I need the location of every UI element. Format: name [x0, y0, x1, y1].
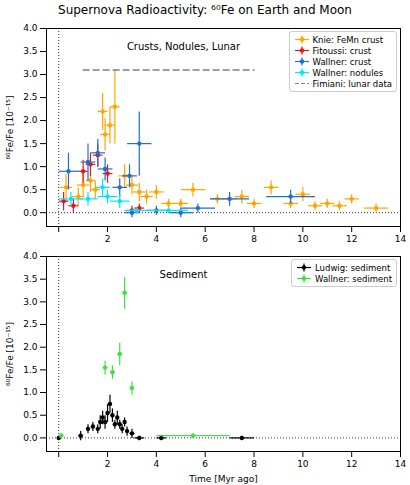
- svg-text:0.5: 0.5: [23, 410, 37, 420]
- svg-text:10: 10: [297, 459, 309, 469]
- svg-text:4: 4: [153, 459, 159, 469]
- svg-text:14: 14: [395, 234, 407, 244]
- svg-text:8: 8: [251, 459, 257, 469]
- svg-text:0.0: 0.0: [23, 433, 38, 443]
- svg-text:Sediment: Sediment: [160, 269, 208, 280]
- svg-text:2: 2: [105, 459, 111, 469]
- svg-text:4.0: 4.0: [23, 23, 38, 33]
- svg-text:6: 6: [202, 234, 208, 244]
- svg-text:0.5: 0.5: [23, 185, 37, 195]
- svg-text:1.5: 1.5: [23, 138, 37, 148]
- svg-text:⁶⁰Fe/Fe [10⁻¹⁵]: ⁶⁰Fe/Fe [10⁻¹⁵]: [5, 96, 15, 160]
- svg-text:12: 12: [346, 234, 357, 244]
- svg-text:6: 6: [202, 459, 208, 469]
- svg-text:3.5: 3.5: [23, 46, 37, 56]
- svg-text:8: 8: [251, 234, 257, 244]
- svg-text:3.0: 3.0: [23, 69, 38, 79]
- svg-text:Time [Myr ago]: Time [Myr ago]: [188, 474, 257, 484]
- svg-text:1.0: 1.0: [23, 162, 38, 172]
- svg-text:⁶⁰Fe/Fe [10⁻¹⁵]: ⁶⁰Fe/Fe [10⁻¹⁵]: [5, 322, 15, 386]
- svg-text:0.0: 0.0: [23, 208, 38, 218]
- svg-text:2.0: 2.0: [23, 342, 38, 352]
- html-text:Ludwig: sediment: Ludwig: sediment: [315, 262, 391, 273]
- svg-text:Crusts, Nodules, Lunar: Crusts, Nodules, Lunar: [127, 41, 241, 52]
- svg-text:2.0: 2.0: [23, 115, 38, 125]
- html-text:Wallner: crust: Wallner: crust: [312, 56, 372, 67]
- svg-text:2.5: 2.5: [23, 319, 37, 329]
- svg-text:12: 12: [346, 459, 357, 469]
- svg-text:2.5: 2.5: [23, 92, 37, 102]
- svg-text:2: 2: [105, 234, 111, 244]
- svg-text:4: 4: [153, 234, 159, 244]
- html-text:Wallner: sediment: Wallner: sediment: [315, 273, 392, 284]
- svg-text:14: 14: [395, 459, 407, 469]
- svg-text:4.0: 4.0: [23, 251, 38, 261]
- html-text:Knie: FeMn crust: Knie: FeMn crust: [312, 34, 383, 45]
- svg-text:1.0: 1.0: [23, 387, 38, 397]
- svg-text:1.5: 1.5: [23, 365, 37, 375]
- html-text:Fimiani: lunar data: Fimiani: lunar data: [312, 78, 392, 89]
- html-text:Wallner: nodules: Wallner: nodules: [312, 67, 384, 78]
- html-text:Supernova Radioactivity: ⁶⁰Fe: Supernova Radioactivity: ⁶⁰Fe on Earth a…: [58, 3, 352, 17]
- svg-text:10: 10: [297, 234, 309, 244]
- svg-text:3.0: 3.0: [23, 297, 38, 307]
- html-text:Fitoussi: crust: Fitoussi: crust: [312, 45, 372, 56]
- svg-text:3.5: 3.5: [23, 274, 37, 284]
